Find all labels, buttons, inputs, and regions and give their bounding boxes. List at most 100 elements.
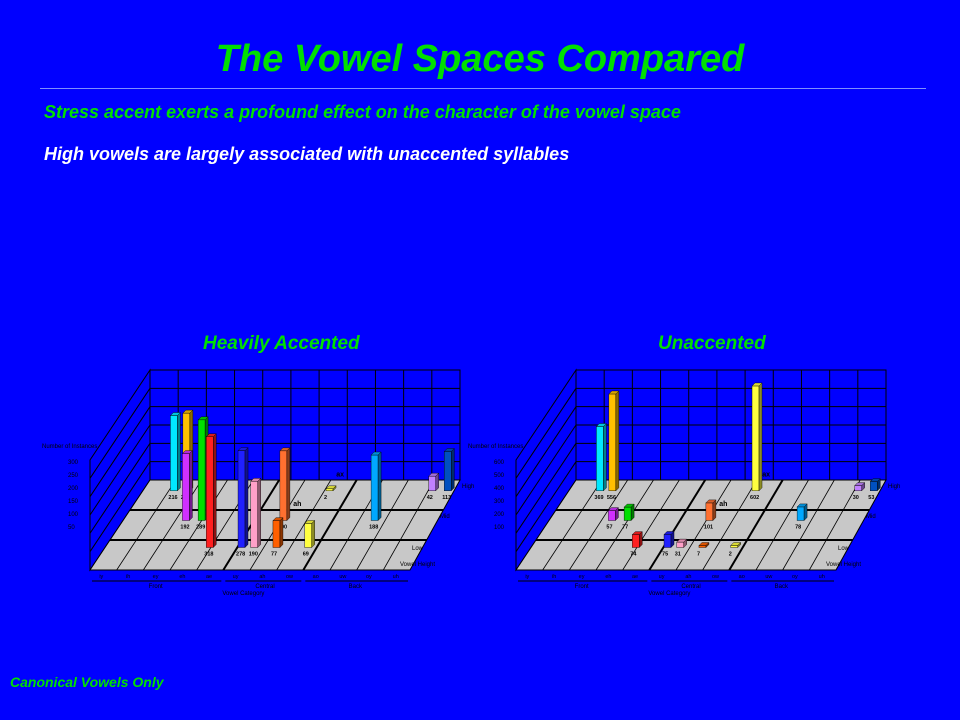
side-gridline [89,461,151,552]
bar-top [443,448,455,452]
bar-side [177,412,181,492]
bar-value-label: 556 [607,495,616,501]
bar-value-label: 602 [750,495,759,501]
category-code-label: ao [739,574,745,580]
bar-top [250,478,262,482]
annotation-label: ah [293,501,301,508]
bar-top [730,542,742,546]
y-tick-label: 400 [494,486,505,492]
category-group-label: Front [575,584,589,590]
y-tick-label: 200 [494,512,505,518]
floor-gridline [356,479,409,571]
bullet-high-vowels: High vowels are largely associated with … [44,144,570,164]
floor-gridline [702,479,758,571]
bar-side [377,451,382,521]
footer-note: Canonical Vowels Only [10,674,164,690]
bar [279,450,288,521]
bar [304,523,312,548]
bar-value-label: 101 [704,525,713,531]
bar [428,475,436,491]
bar-side [615,390,620,492]
bar-side [189,450,193,521]
bar [663,534,672,548]
bar [632,534,640,548]
bar-top [663,531,675,535]
floor-gridline [568,479,629,571]
bar-top [869,478,881,482]
bar-top [751,382,763,387]
y-tick-label: 50 [68,525,75,531]
bar-side [286,447,291,521]
y-tick-label: 250 [68,473,79,479]
y-tick-label: 600 [494,460,505,466]
side-gridline [89,388,151,479]
floor-group-divider [648,479,707,571]
bar-side [451,447,455,492]
y-tick-label: 150 [68,499,79,505]
vowel-height-label: High [888,484,900,490]
bar [705,502,714,521]
floor-gridline [595,479,654,571]
side-gridline [515,461,577,552]
vowel-height-label: Low [838,546,850,552]
bar [444,451,452,491]
bar [170,415,178,491]
bar-top [608,390,620,395]
chart-title-unaccented: Unaccented [658,333,766,354]
bar-side [279,517,284,548]
bar-top [595,423,607,427]
vowel-height-label: Vowel Height [826,562,861,568]
bar [698,545,707,548]
bar-value-label: 77 [622,525,628,531]
bar [623,506,632,521]
bar-top [370,451,382,456]
annotation-label: ax [762,471,770,478]
bar-side [213,433,217,548]
vowel-height-label: Vowel Height [400,562,435,568]
bar-value-label: 77 [271,552,277,558]
slide-title: The Vowel Spaces Compared [215,38,745,80]
category-group-label: Front [149,584,163,590]
bar-value-label: 53 [868,495,874,501]
side-gridline [89,443,151,534]
side-gridline [89,424,151,516]
bar-side [257,477,261,548]
floor-gridline [782,479,835,571]
bar-top [796,503,808,508]
bar-value-label: 289 [196,525,205,531]
floor-gridline [808,479,861,571]
bar-value-label: 31 [675,552,681,558]
bar [370,454,379,521]
y-tick-label: 300 [494,499,505,505]
annotation-label: ax [336,471,344,478]
bar-value-label: 75 [662,552,668,558]
category-code-label: eh [179,574,185,580]
floor-gridline [276,479,332,571]
category-code-label: uw [765,574,772,580]
category-code-label: uy [233,574,239,580]
y-tick-label: 100 [68,512,79,518]
category-code-label: uh [393,574,399,580]
bar [608,393,617,492]
bar-top [181,450,193,454]
category-code-label: ah [259,574,265,580]
side-gridline [89,406,151,497]
category-code-label: ae [632,574,638,580]
x-axis-label: Vowel Category [648,591,690,597]
category-code-label: ey [153,574,159,580]
vowel-height-label: Low [412,546,424,552]
category-group-label: Central [681,584,700,590]
bar-top [623,503,635,508]
bar [854,485,862,491]
bar [608,510,616,521]
floor-gridline [622,479,680,571]
side-gridline [515,443,577,534]
side-gridline [515,424,577,516]
bar-value-label: 190 [249,552,258,558]
bar [182,453,190,521]
bar-top [854,482,866,486]
category-code-label: ey [579,574,585,580]
category-code-label: iy [525,574,529,580]
bar-side [244,447,249,548]
bar-value-label: 74 [630,552,637,558]
